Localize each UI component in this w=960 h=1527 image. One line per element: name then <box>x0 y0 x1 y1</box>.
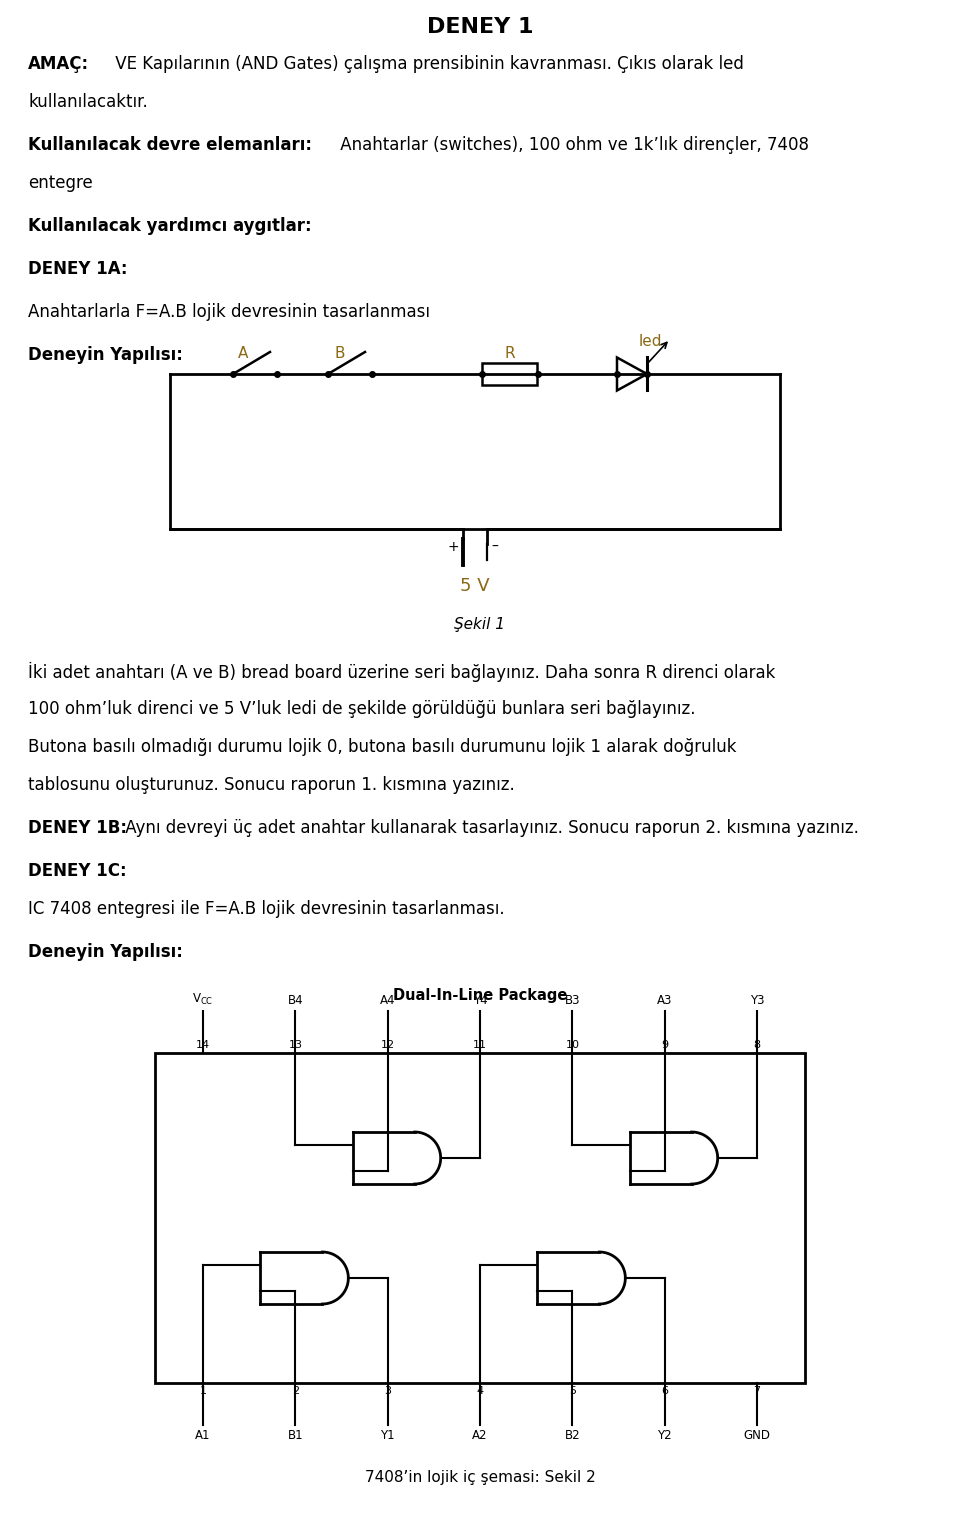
Text: led: led <box>638 334 661 350</box>
Text: DENEY 1C:: DENEY 1C: <box>28 863 127 880</box>
Text: Dual-In-Line Package: Dual-In-Line Package <box>393 988 567 1003</box>
Text: B2: B2 <box>564 1429 580 1441</box>
Text: 11: 11 <box>473 1040 487 1051</box>
Bar <box>155 1054 805 1383</box>
Text: IC 7408 entegresi ile F=A.B lojik devresinin tasarlanması.: IC 7408 entegresi ile F=A.B lojik devres… <box>28 899 505 918</box>
Text: tablosunu oluşturunuz. Sonucu raporun 1. kısmına yazınız.: tablosunu oluşturunuz. Sonucu raporun 1.… <box>28 776 515 794</box>
Text: A1: A1 <box>195 1429 211 1441</box>
Text: Y1: Y1 <box>380 1429 395 1441</box>
Text: Y4: Y4 <box>472 994 488 1006</box>
Text: 1: 1 <box>200 1387 206 1396</box>
Text: 8: 8 <box>754 1040 760 1051</box>
Text: 100 ohm’luk direnci ve 5 V’luk ledi de şekilde görüldüğü bunlara seri bağlayınız: 100 ohm’luk direnci ve 5 V’luk ledi de ş… <box>28 699 695 718</box>
Text: 12: 12 <box>380 1040 395 1051</box>
Text: R: R <box>505 347 516 360</box>
Text: kullanılacaktır.: kullanılacaktır. <box>28 93 148 111</box>
Text: Anahtarlarla F=A.B lojik devresinin tasarlanması: Anahtarlarla F=A.B lojik devresinin tasa… <box>28 302 430 321</box>
Text: 7: 7 <box>754 1387 760 1396</box>
Text: DENEY 1B:: DENEY 1B: <box>28 818 127 837</box>
Text: GND: GND <box>743 1429 771 1441</box>
Text: Y2: Y2 <box>658 1429 672 1441</box>
Text: VE Kapılarının (AND Gates) çalışma prensibinin kavranması. Çıkıs olarak led: VE Kapılarının (AND Gates) çalışma prens… <box>110 55 744 73</box>
Text: 14: 14 <box>196 1040 210 1051</box>
Text: Deneyin Yapılısı:: Deneyin Yapılısı: <box>28 347 182 363</box>
Text: A: A <box>238 347 249 360</box>
Text: Aynı devreyi üç adet anahtar kullanarak tasarlayınız. Sonucu raporun 2. kısmına : Aynı devreyi üç adet anahtar kullanarak … <box>120 818 859 837</box>
Text: B4: B4 <box>288 994 303 1006</box>
Text: +: + <box>447 541 459 554</box>
Text: AMAÇ:: AMAÇ: <box>28 55 89 73</box>
Text: entegre: entegre <box>28 174 93 192</box>
Text: 2: 2 <box>292 1387 299 1396</box>
Text: İki adet anahtarı (A ve B) bread board üzerine seri bağlayınız. Daha sonra R dir: İki adet anahtarı (A ve B) bread board ü… <box>28 663 776 683</box>
Text: B3: B3 <box>564 994 580 1006</box>
Text: B: B <box>335 347 346 360</box>
Text: DENEY 1A:: DENEY 1A: <box>28 260 128 278</box>
Text: 4: 4 <box>476 1387 484 1396</box>
Text: Anahtarlar (switches), 100 ohm ve 1k’lık dirençler, 7408: Anahtarlar (switches), 100 ohm ve 1k’lık… <box>335 136 809 154</box>
Text: 6: 6 <box>661 1387 668 1396</box>
Text: 13: 13 <box>288 1040 302 1051</box>
Text: $\mathregular{V_{CC}}$: $\mathregular{V_{CC}}$ <box>192 993 214 1006</box>
Text: –: – <box>491 541 498 554</box>
Text: Şekil 1: Şekil 1 <box>454 617 506 632</box>
Text: Kullanılacak yardımcı aygıtlar:: Kullanılacak yardımcı aygıtlar: <box>28 217 312 235</box>
Text: Y3: Y3 <box>750 994 764 1006</box>
Text: Kullanılacak devre elemanları:: Kullanılacak devre elemanları: <box>28 136 312 154</box>
Text: Deneyin Yapılısı:: Deneyin Yapılısı: <box>28 944 182 960</box>
Text: A4: A4 <box>380 994 396 1006</box>
Text: Butona basılı olmadığı durumu lojik 0, butona basılı durumunu lojik 1 alarak doğ: Butona basılı olmadığı durumu lojik 0, b… <box>28 738 736 756</box>
Text: A3: A3 <box>657 994 672 1006</box>
Text: DENEY 1: DENEY 1 <box>427 17 533 37</box>
Text: A2: A2 <box>472 1429 488 1441</box>
Text: 5 V: 5 V <box>460 577 490 596</box>
Bar <box>483 363 538 385</box>
Text: 10: 10 <box>565 1040 579 1051</box>
Text: 5: 5 <box>569 1387 576 1396</box>
Text: B1: B1 <box>288 1429 303 1441</box>
Text: 7408’in lojik iç şemasi: Sekil 2: 7408’in lojik iç şemasi: Sekil 2 <box>365 1471 595 1484</box>
Text: 9: 9 <box>661 1040 668 1051</box>
Text: 3: 3 <box>384 1387 391 1396</box>
